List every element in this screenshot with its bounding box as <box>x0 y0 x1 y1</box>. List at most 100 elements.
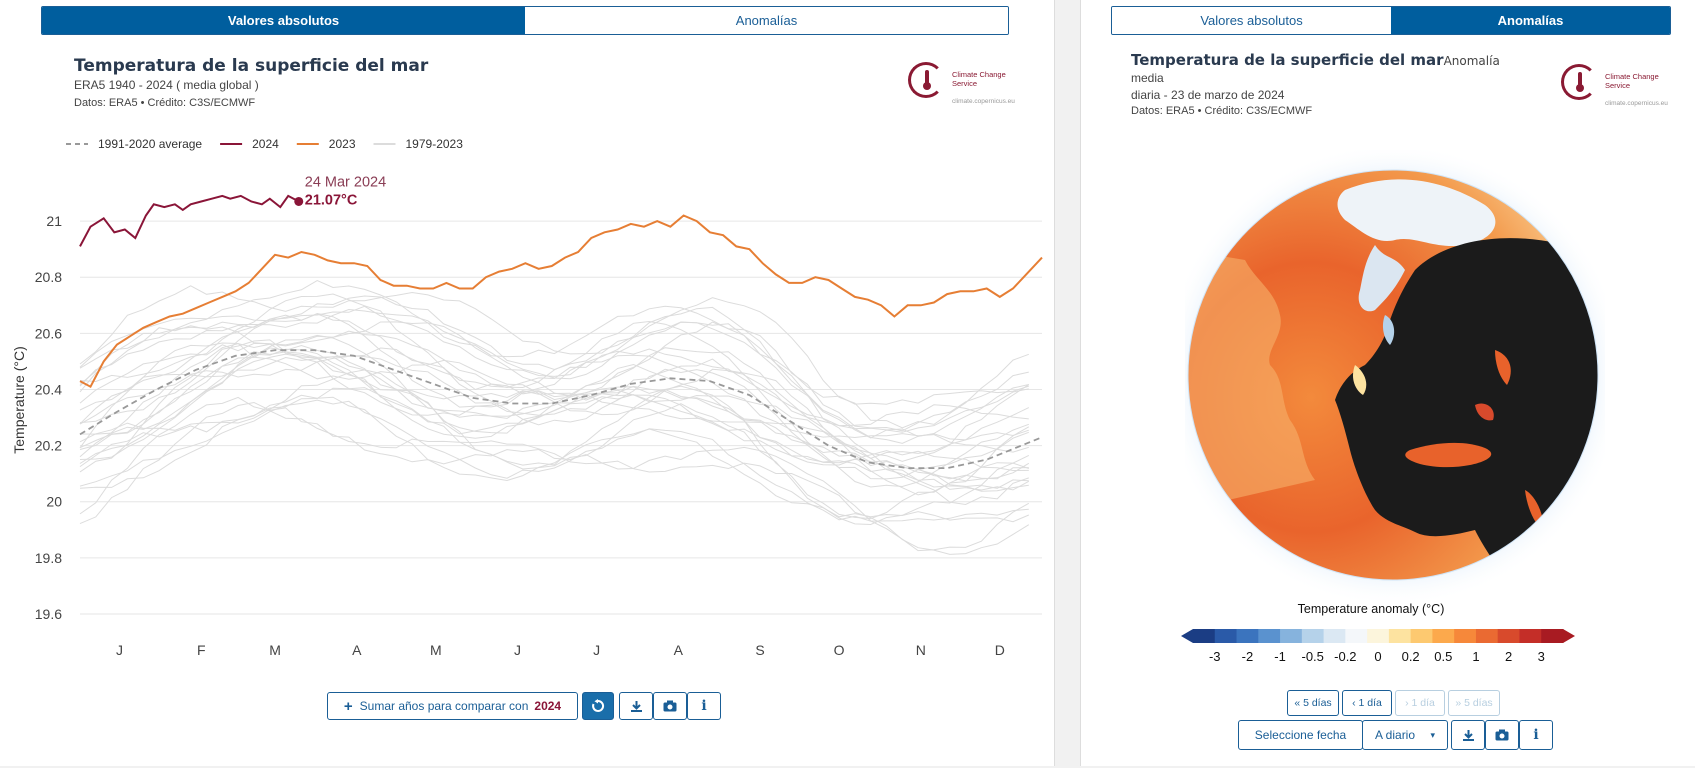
logo-name: Climate Change Service <box>952 70 1006 88</box>
colorbar-cell <box>1432 629 1455 643</box>
past-year-line <box>79 312 1029 453</box>
past-year-line <box>79 347 1029 488</box>
x-tick-label: J <box>593 642 600 658</box>
colorbar-cell <box>1497 629 1520 643</box>
colorbar-tick-label: -1 <box>1274 649 1286 664</box>
frequency-dropdown[interactable]: A diario ▾ <box>1362 720 1448 750</box>
map-view-tabs: Valores absolutos Anomalías <box>1111 6 1671 35</box>
camera-icon <box>663 700 677 712</box>
colorbar-cell <box>1388 629 1412 643</box>
y-tick-label: 21 <box>46 213 62 229</box>
view-tabs: Valores absolutos Anomalías <box>41 6 1009 35</box>
camera-icon <box>1495 729 1509 741</box>
map-tab-anomalies[interactable]: Anomalías <box>1391 7 1670 34</box>
map-info-button[interactable]: i <box>1519 720 1553 750</box>
download-button[interactable] <box>619 692 653 720</box>
tab-anomalies[interactable]: Anomalías <box>525 7 1008 34</box>
past-year-line <box>79 355 1029 480</box>
colorbar-cell <box>1475 629 1499 643</box>
colorbar-cell <box>1345 629 1368 643</box>
colorbar-cell <box>1214 629 1238 643</box>
select-date-button[interactable]: Seleccione fecha <box>1238 720 1363 750</box>
colorbar-tick-label: 0.2 <box>1402 649 1420 664</box>
x-tick-label: J <box>116 642 123 658</box>
past-year-line <box>79 387 1029 526</box>
map-subtitle-1: media <box>1131 71 1164 85</box>
x-tick-label: M <box>269 642 281 658</box>
download-icon <box>1462 729 1474 741</box>
callout-point <box>294 196 304 206</box>
forward-5-days-button[interactable]: » 5 días <box>1448 690 1500 716</box>
logo-url: climate.copernicus.eu <box>952 98 1015 105</box>
past-year-line <box>79 401 1030 555</box>
legend-label: 1979-2023 <box>406 137 464 151</box>
past-year-line <box>79 293 1029 427</box>
colorbar-tick-label: 1 <box>1472 649 1479 664</box>
map-title-main: Temperatura de la superficie del mar <box>1131 51 1444 69</box>
colorbar-cell <box>1236 629 1259 643</box>
colorbar-tick-label: 0.5 <box>1434 649 1452 664</box>
map-credit: Datos: ERA5 • Crédito: C3S/ECMWF <box>1131 105 1313 117</box>
y-tick-label: 20.4 <box>35 381 62 397</box>
colorbar-tick-label: -0.5 <box>1302 649 1324 664</box>
compare-years-button[interactable]: + Sumar años para comparar con 2024 <box>327 692 578 720</box>
colorbar-tick-label: -2 <box>1242 649 1254 664</box>
map-title: Temperatura de la superficie del marAnom… <box>1131 51 1500 69</box>
plus-icon: + <box>343 697 353 715</box>
legend-item: 2023 <box>296 137 356 151</box>
reset-button[interactable] <box>582 692 614 720</box>
y-axis-label: Temperature (°C) <box>11 346 27 454</box>
chart-title: Temperatura de la superficie del mar <box>74 56 429 76</box>
compare-label: Sumar años para comparar con <box>359 699 529 713</box>
series-line-y2023 <box>79 214 1043 389</box>
map-screenshot-button[interactable] <box>1485 720 1519 750</box>
frequency-value: A diario <box>1375 728 1416 742</box>
colorbar-cell <box>1193 629 1216 643</box>
y-tick-label: 20.8 <box>35 269 62 285</box>
chart-panel: Valores absolutos Anomalías Temperatura … <box>0 0 1055 766</box>
colorbar-cell <box>1280 629 1303 643</box>
copernicus-logo: Climate Change Service climate.copernicu… <box>908 60 1028 112</box>
tab-absolute-values[interactable]: Valores absolutos <box>42 7 525 34</box>
info-icon: i <box>701 698 707 714</box>
y-tick-label: 20.6 <box>35 325 62 341</box>
past-year-line <box>79 321 1030 462</box>
reset-icon <box>592 699 605 712</box>
colorbar-tick-label: -0.2 <box>1334 649 1356 664</box>
chart-credit: Datos: ERA5 • Crédito: C3S/ECMWF <box>74 97 256 109</box>
sst-anomaly-globe[interactable] <box>1161 143 1625 607</box>
past-year-line <box>79 353 1030 491</box>
back-1-day-button[interactable]: ‹ 1 día <box>1342 690 1392 716</box>
colorbar-cell <box>1454 629 1477 643</box>
back-5-days-button[interactable]: « 5 días <box>1287 690 1339 716</box>
forward-1-day-button[interactable]: › 1 día <box>1395 690 1445 716</box>
map-title-suffix: Anomalía <box>1443 54 1500 68</box>
y-tick-label: 20.2 <box>35 438 62 454</box>
colorbar-cell <box>1301 629 1325 643</box>
info-button[interactable]: i <box>687 692 721 720</box>
legend-item: 1979-2023 <box>373 137 464 151</box>
x-tick-label: D <box>995 642 1005 658</box>
screenshot-button[interactable] <box>653 692 687 720</box>
callout-date: 24 Mar 2024 <box>305 174 386 190</box>
copernicus-logo-map: Climate Change Service climate.copernicu… <box>1561 62 1681 114</box>
series-line-y2024 <box>79 194 300 247</box>
x-tick-label: F <box>197 642 206 658</box>
colorbar-cell <box>1367 629 1390 643</box>
compare-year: 2024 <box>534 699 562 713</box>
map-download-button[interactable] <box>1451 720 1485 750</box>
colorbar-cell <box>1541 629 1564 643</box>
past-year-line <box>79 285 1029 429</box>
x-tick-label: N <box>916 642 926 658</box>
past-year-line <box>79 280 1029 405</box>
map-tab-absolute-values[interactable]: Valores absolutos <box>1112 7 1391 34</box>
past-year-line <box>79 399 1029 522</box>
x-tick-label: J <box>514 642 521 658</box>
y-tick-label: 20 <box>46 494 62 510</box>
chart-subtitle: ERA5 1940 - 2024 ( media global ) <box>74 78 259 92</box>
colorbar-cell <box>1519 629 1542 643</box>
colorbar-tick-label: 2 <box>1505 649 1512 664</box>
legend-label: 1991-2020 average <box>98 137 202 151</box>
colorbar-tick-label: -3 <box>1209 649 1221 664</box>
map-subtitle-2: diaria - 23 de marzo de 2024 <box>1131 88 1285 102</box>
